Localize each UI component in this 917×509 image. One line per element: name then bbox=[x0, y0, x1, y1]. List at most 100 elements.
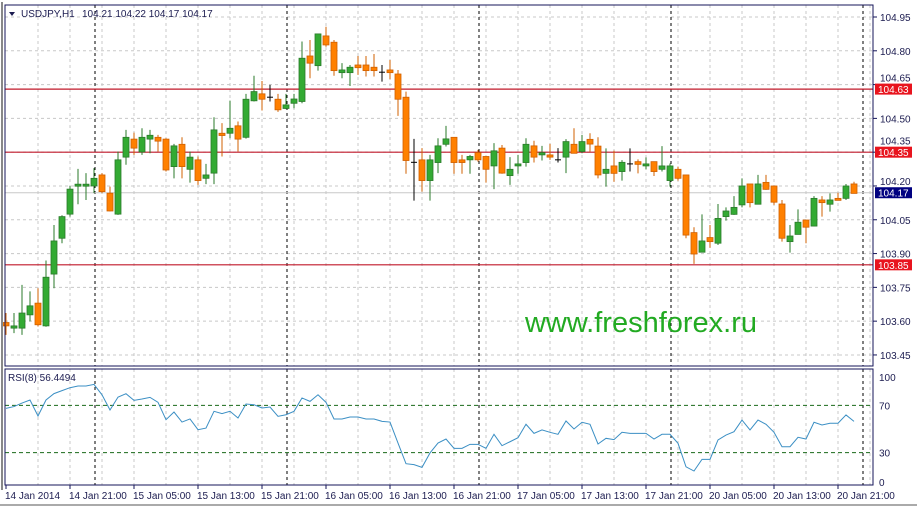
candle bbox=[346, 64, 354, 86]
candle bbox=[330, 39, 338, 76]
candle-body bbox=[242, 98, 250, 138]
candle bbox=[202, 163, 210, 185]
candle-body bbox=[306, 55, 314, 64]
candle-body bbox=[810, 197, 818, 227]
price-tick-label: 104.50 bbox=[880, 114, 911, 125]
candle-body bbox=[42, 276, 50, 327]
candle-body bbox=[34, 302, 42, 326]
price-tick-label: 104.65 bbox=[880, 74, 911, 85]
candle-body bbox=[578, 141, 586, 152]
dropdown-triangle-icon[interactable] bbox=[9, 12, 15, 16]
candle-body bbox=[314, 33, 322, 67]
candle bbox=[570, 128, 578, 154]
rsi-title: RSI(8) 56.4494 bbox=[8, 373, 76, 384]
candle bbox=[50, 224, 58, 289]
candle-body bbox=[682, 174, 690, 236]
candle-body bbox=[714, 218, 722, 244]
candle-body bbox=[362, 64, 370, 72]
candle-body bbox=[586, 138, 594, 145]
candle bbox=[58, 215, 66, 244]
symbol-label: USDJPY,H1 bbox=[21, 9, 75, 20]
candle bbox=[450, 136, 458, 174]
time-tick-label: 15 Jan 05:00 bbox=[133, 491, 191, 502]
candle-body bbox=[746, 183, 754, 204]
candle bbox=[674, 166, 682, 181]
candle bbox=[490, 143, 498, 190]
candle bbox=[282, 93, 290, 110]
candle bbox=[194, 156, 202, 185]
candle-body bbox=[130, 138, 138, 149]
candle bbox=[730, 196, 738, 215]
candle bbox=[770, 185, 778, 205]
chart-header: USDJPY,H1 104.21 104.22 104.17 104.17 bbox=[9, 9, 213, 20]
candle bbox=[642, 157, 650, 170]
candle bbox=[538, 145, 546, 161]
candle-body bbox=[234, 125, 242, 140]
price-tick-label: 104.80 bbox=[880, 47, 911, 58]
candle-body bbox=[386, 69, 394, 74]
candle-body bbox=[66, 188, 74, 215]
candle bbox=[698, 214, 706, 253]
candle-body bbox=[298, 57, 306, 102]
candle-body bbox=[522, 143, 530, 163]
candle-body bbox=[282, 104, 290, 109]
rsi-axis: 100 70 30 0 bbox=[879, 373, 896, 489]
candle-body bbox=[354, 64, 362, 69]
candle-body bbox=[546, 154, 554, 158]
candle-body bbox=[594, 145, 602, 176]
candle-body bbox=[474, 152, 482, 161]
current-price-box bbox=[875, 187, 912, 199]
candle-body bbox=[618, 161, 626, 172]
candle-body bbox=[498, 147, 506, 174]
candle bbox=[778, 199, 786, 242]
candle bbox=[386, 60, 394, 80]
candle bbox=[514, 154, 522, 174]
candle-body bbox=[434, 145, 442, 163]
candle-body bbox=[786, 235, 794, 243]
level-price-box bbox=[875, 259, 912, 271]
candle bbox=[82, 173, 90, 200]
candle-body bbox=[2, 322, 10, 327]
time-tick-label: 20 Jan 13:00 bbox=[773, 491, 831, 502]
candle-body bbox=[274, 98, 282, 111]
price-axis: 104.95104.80104.65104.50104.35104.20104.… bbox=[873, 13, 911, 362]
candle bbox=[722, 207, 730, 221]
candle-body bbox=[706, 237, 714, 243]
candle bbox=[379, 64, 385, 82]
candle bbox=[842, 183, 850, 200]
candle-body bbox=[818, 199, 826, 204]
candle-body bbox=[794, 221, 802, 235]
candle bbox=[578, 134, 586, 154]
candle bbox=[594, 137, 602, 179]
candle-body bbox=[154, 136, 162, 142]
candle-body bbox=[610, 165, 618, 174]
candle-body bbox=[202, 174, 210, 179]
candle-body bbox=[722, 210, 730, 218]
time-tick-label: 14 Jan 2014 bbox=[5, 491, 60, 502]
candle bbox=[42, 260, 50, 327]
candle-body bbox=[290, 98, 298, 104]
candle-body bbox=[258, 93, 266, 100]
candle bbox=[90, 168, 98, 194]
rsi-line bbox=[5, 383, 855, 472]
candle-body bbox=[394, 73, 402, 100]
rsi-tick-label: 30 bbox=[879, 449, 891, 460]
candle bbox=[354, 55, 362, 75]
candle-body bbox=[50, 240, 58, 275]
candle bbox=[322, 26, 330, 47]
candle bbox=[530, 140, 538, 163]
candle-body bbox=[218, 132, 226, 136]
candle bbox=[618, 160, 626, 181]
candle bbox=[482, 156, 490, 183]
candle bbox=[34, 288, 42, 327]
candle bbox=[474, 149, 482, 162]
candle-body bbox=[194, 159, 202, 181]
price-tick-label: 104.95 bbox=[880, 13, 911, 24]
candle bbox=[562, 139, 570, 174]
level-price-box bbox=[875, 83, 912, 95]
candle-body bbox=[426, 159, 434, 181]
level-price-box bbox=[875, 146, 912, 158]
candle bbox=[850, 181, 858, 194]
